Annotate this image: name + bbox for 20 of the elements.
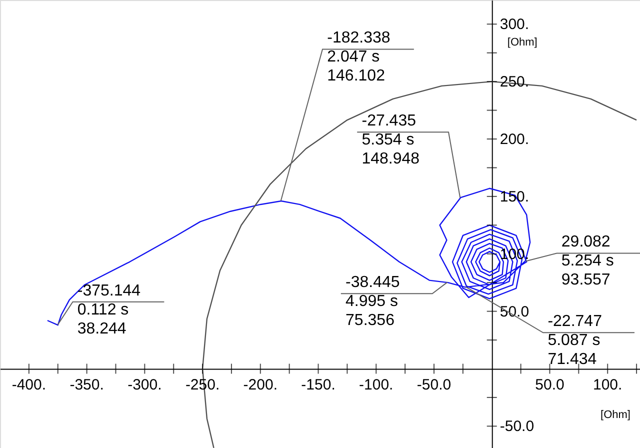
annotation: -375.144 0.112 s 38.244 xyxy=(77,282,141,338)
annotation: -182.338 2.047 s 146.102 xyxy=(327,30,390,85)
x-tick-label: -200. xyxy=(243,376,278,394)
x-tick-label: -350. xyxy=(70,376,104,394)
annotation: -22.747 5.087 s 71.434 xyxy=(548,313,602,368)
y-axis-title: [Ohm] xyxy=(507,36,538,48)
x-tick-label: -150. xyxy=(301,376,336,394)
x-tick-label: -50.0 xyxy=(416,376,452,394)
annotation: 29.082 5.254 s 93.557 xyxy=(561,234,614,289)
annotation: -27.435 5.354 s 148.948 xyxy=(362,112,420,168)
x-tick-label: -300. xyxy=(128,376,162,394)
y-tick-label: 200. xyxy=(500,130,530,148)
x-axis-title: [Ohm] xyxy=(600,409,630,422)
x-tick-label: -100. xyxy=(359,376,394,394)
x-tick-label: 50.0 xyxy=(535,376,564,394)
y-tick-label: 300. xyxy=(500,16,530,34)
y-tick-label: -50.0 xyxy=(500,418,534,436)
annotation: -38.445 4.995 s 75.356 xyxy=(346,274,400,330)
x-tick-label: 100. xyxy=(592,376,622,394)
x-tick-label: -400. xyxy=(12,376,46,394)
